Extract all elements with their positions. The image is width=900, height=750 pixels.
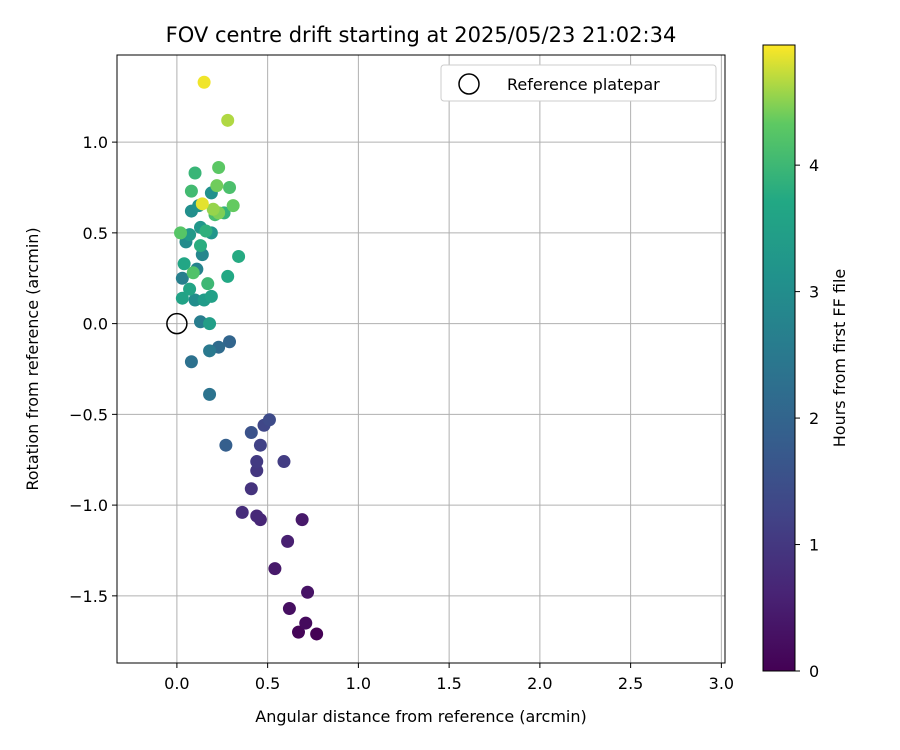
colorbar-tick-label: 1 xyxy=(809,536,819,555)
data-point xyxy=(232,249,246,263)
data-point xyxy=(250,509,264,523)
reference-marker-layer xyxy=(166,312,188,335)
data-point xyxy=(203,317,217,331)
chart-title: FOV centre drift starting at 2025/05/23 … xyxy=(166,23,677,47)
data-point xyxy=(268,562,282,576)
data-point xyxy=(253,438,267,452)
plot-frame xyxy=(116,54,726,664)
colorbar-tick-label: 2 xyxy=(809,409,819,428)
y-tick-label: −0.5 xyxy=(69,405,108,424)
data-point xyxy=(184,184,198,198)
data-point xyxy=(281,534,295,548)
data-point xyxy=(301,585,315,599)
data-point xyxy=(201,277,215,291)
data-point xyxy=(219,438,233,452)
data-point xyxy=(277,455,291,469)
data-point xyxy=(210,179,224,193)
legend-label: Reference platepar xyxy=(507,75,660,94)
data-point xyxy=(291,625,305,639)
data-point xyxy=(299,616,313,630)
data-point xyxy=(310,627,324,641)
data-point xyxy=(186,266,200,280)
colorbar-frame xyxy=(762,44,796,672)
data-point xyxy=(223,180,237,194)
data-point xyxy=(250,455,264,469)
legend-reference-marker xyxy=(458,73,480,95)
legend: Reference platepar xyxy=(440,64,717,102)
colorbar-tick-label: 0 xyxy=(809,662,819,681)
data-point xyxy=(221,113,235,127)
data-points xyxy=(174,75,324,641)
x-tick-label: 2.5 xyxy=(618,674,643,693)
data-point xyxy=(250,464,264,478)
data-point xyxy=(235,505,249,519)
colorbar-label: Hours from first FF file xyxy=(830,269,849,448)
x-tick-label: 1.0 xyxy=(346,674,371,693)
reference-platepar-marker xyxy=(166,312,188,335)
data-point xyxy=(175,271,189,285)
data-point xyxy=(188,166,202,180)
data-point xyxy=(226,199,240,213)
y-tick-label: 0.5 xyxy=(83,224,108,243)
x-axis-ticks: 0.0 0.5 1.0 1.5 2.0 2.5 3.0 xyxy=(164,663,734,693)
data-point xyxy=(244,426,258,440)
data-point xyxy=(203,344,217,358)
y-axis-ticks: −1.5 −1.0 −0.5 0.0 0.5 1.0 xyxy=(69,133,117,606)
y-tick-label: 1.0 xyxy=(83,133,108,152)
colorbar-ticks: 0 1 2 3 4 xyxy=(795,156,819,681)
colorbar: 0 1 2 3 4 Hours from first FF file xyxy=(762,44,849,681)
data-point xyxy=(197,75,211,89)
data-point xyxy=(244,482,258,496)
data-point xyxy=(223,335,237,349)
x-tick-label: 3.0 xyxy=(709,674,734,693)
data-point xyxy=(188,293,202,307)
colorbar-tick-label: 3 xyxy=(809,283,819,302)
data-point xyxy=(177,257,191,271)
data-point xyxy=(184,355,198,369)
x-tick-label: 0.0 xyxy=(164,674,189,693)
y-axis-label: Rotation from reference (arcmin) xyxy=(23,227,42,490)
data-point xyxy=(295,513,309,527)
data-point xyxy=(203,387,217,401)
y-tick-label: 0.0 xyxy=(83,315,108,334)
x-axis-label: Angular distance from reference (arcmin) xyxy=(255,707,586,726)
data-point xyxy=(206,202,220,216)
colorbar-gradient xyxy=(763,45,795,671)
data-point xyxy=(262,413,276,427)
colorbar-tick-label: 4 xyxy=(809,156,819,175)
x-tick-label: 2.0 xyxy=(527,674,552,693)
legend-box xyxy=(440,64,717,102)
grid-lines xyxy=(117,55,725,663)
data-point xyxy=(204,289,218,303)
data-point xyxy=(282,602,296,616)
data-point xyxy=(195,197,209,211)
data-point xyxy=(174,226,188,240)
data-point xyxy=(193,239,207,253)
data-point xyxy=(221,269,235,283)
y-tick-label: −1.5 xyxy=(69,587,108,606)
data-point xyxy=(183,282,197,296)
x-tick-label: 1.5 xyxy=(436,674,461,693)
data-point xyxy=(175,291,189,305)
x-tick-label: 0.5 xyxy=(255,674,280,693)
data-point xyxy=(199,224,213,238)
y-tick-label: −1.0 xyxy=(69,496,108,515)
data-point xyxy=(212,161,226,175)
